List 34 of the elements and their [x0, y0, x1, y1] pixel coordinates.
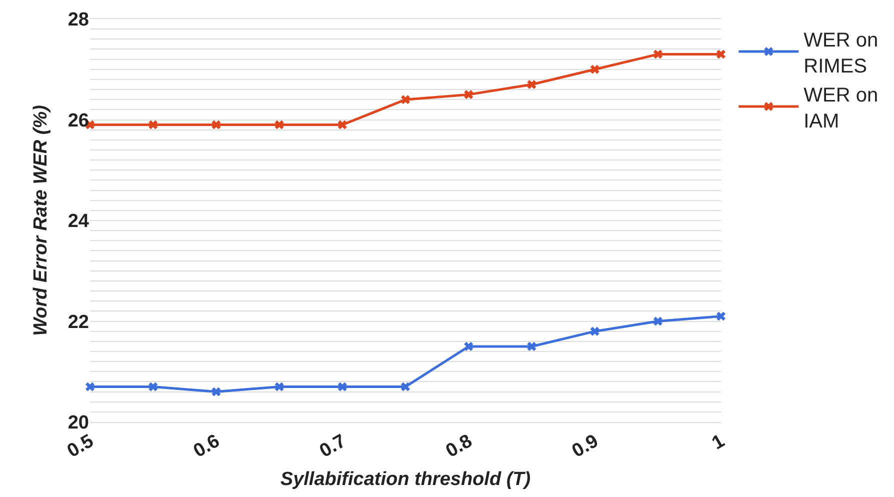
point	[148, 382, 158, 392]
x-tick-label: 0.7	[316, 430, 350, 462]
y-tick-label: 24	[68, 211, 90, 232]
point	[85, 382, 95, 392]
point	[464, 90, 474, 100]
y-tick-label: 28	[68, 10, 89, 31]
x-tick-label: 0.9	[568, 430, 602, 462]
point	[274, 120, 284, 130]
point	[716, 50, 726, 59]
point	[590, 64, 600, 74]
point	[148, 120, 158, 130]
legend-label: WER on IAM	[804, 84, 878, 132]
point	[338, 120, 347, 130]
point	[338, 382, 347, 392]
x-tick-label: 0.6	[190, 430, 224, 462]
point	[212, 387, 221, 396]
y-axis-title: Word Error Rate WER (%)	[30, 105, 52, 336]
point	[212, 120, 221, 130]
point	[527, 342, 536, 351]
point	[653, 316, 662, 326]
x-tick-label: 1	[708, 430, 729, 454]
point	[653, 50, 662, 59]
y-tick-label: 26	[68, 110, 89, 132]
point	[716, 312, 726, 321]
legend-label: WER on RIMES	[804, 29, 878, 78]
point	[274, 382, 284, 392]
point	[590, 326, 600, 336]
point	[464, 342, 474, 351]
point	[400, 95, 410, 104]
point	[400, 382, 410, 392]
x-tick-label: 0.8	[442, 430, 476, 462]
point	[527, 80, 536, 90]
y-tick-label: 22	[68, 312, 89, 333]
x-axis-title: Syllabification threshold (T)	[280, 468, 531, 490]
